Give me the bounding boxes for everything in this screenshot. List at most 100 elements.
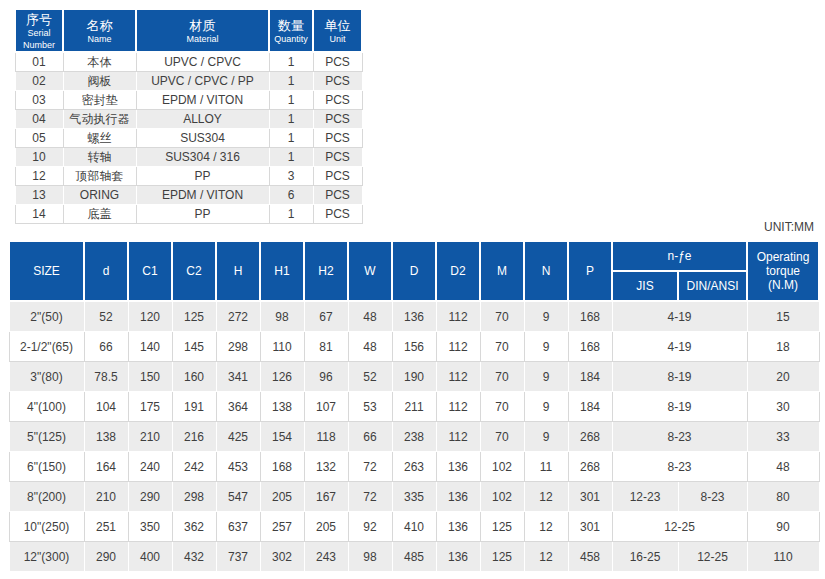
- header-label-zh: 单位: [314, 16, 361, 33]
- table-cell: 密封垫: [63, 91, 136, 110]
- table-cell: 9: [524, 362, 568, 392]
- table-cell: 110: [747, 542, 819, 572]
- table-cell: 167: [304, 482, 348, 512]
- table-cell: 168: [568, 301, 612, 332]
- table-cell: 11: [524, 452, 568, 482]
- table-cell: 9: [524, 422, 568, 452]
- table-cell: 302: [260, 542, 304, 572]
- table-cell: 132: [304, 452, 348, 482]
- table-row: 05螺丝SUS3041PCS: [15, 129, 362, 148]
- table-cell: 191: [172, 392, 216, 422]
- table-cell: PCS: [313, 186, 362, 205]
- table-cell: 125: [480, 512, 524, 542]
- table-cell: ORING: [63, 186, 136, 205]
- table-cell: 156: [392, 332, 436, 362]
- table-cell: 12: [524, 542, 568, 572]
- table-cell: 8"(200): [9, 482, 84, 512]
- col-header-unit: 单位 Unit: [313, 9, 362, 52]
- table-cell: 01: [15, 52, 63, 72]
- table-cell: 1: [269, 72, 313, 91]
- table-cell: 136: [436, 452, 480, 482]
- table-cell: UPVC / CPVC / PP: [136, 72, 269, 91]
- parts-table: 序号 Serial Number 名称 Name 材质 Material 数量 …: [14, 8, 363, 224]
- table-cell: 72: [348, 482, 392, 512]
- table-cell: 6"(150): [9, 452, 84, 482]
- table-cell: 112: [436, 392, 480, 422]
- table-cell: 70: [480, 392, 524, 422]
- table-cell: 12"(300): [9, 542, 84, 572]
- table-cell: 118: [304, 422, 348, 452]
- table-cell: PCS: [313, 148, 362, 167]
- col-header-material: 材质 Material: [136, 9, 269, 52]
- table-cell: 2"(50): [9, 301, 84, 332]
- table-cell: 底盖: [63, 205, 136, 224]
- table-row: 2-1/2"(65)661401452981108148156112709168…: [9, 332, 819, 362]
- table-cell: 阀板: [63, 72, 136, 91]
- table-cell: 03: [15, 91, 63, 110]
- table-cell: 298: [172, 482, 216, 512]
- table-row: 8"(200)210290298547205167723351361021230…: [9, 482, 819, 512]
- table-cell: 268: [568, 422, 612, 452]
- table-cell: PCS: [313, 129, 362, 148]
- col-header-d: d: [84, 241, 128, 301]
- col-header-serial-number: 序号 Serial Number: [15, 9, 63, 52]
- table-cell: 102: [480, 452, 524, 482]
- table-cell: 112: [436, 332, 480, 362]
- table-cell: 138: [260, 392, 304, 422]
- table-cell: 637: [216, 512, 260, 542]
- col-header-w: W: [348, 241, 392, 301]
- table-cell: 30: [747, 392, 819, 422]
- table-cell: PCS: [313, 91, 362, 110]
- unit-note: UNIT:MM: [764, 220, 814, 234]
- table-cell: 1: [269, 52, 313, 72]
- table-cell: 10: [15, 148, 63, 167]
- table-cell: 9: [524, 332, 568, 362]
- table-cell: 8-23: [612, 422, 747, 452]
- table-cell: 190: [392, 362, 436, 392]
- table-cell: 341: [216, 362, 260, 392]
- table-cell: 126: [260, 362, 304, 392]
- table-cell: 9: [524, 392, 568, 422]
- table-cell: 05: [15, 129, 63, 148]
- table-cell: 205: [260, 482, 304, 512]
- table-cell: 04: [15, 110, 63, 129]
- table-cell: 70: [480, 362, 524, 392]
- col-header-c1: C1: [128, 241, 172, 301]
- dimensions-table: SIZE d C1 C2 H H1 H2 W D D2 M N P n-ƒe O…: [8, 240, 820, 572]
- table-cell: 136: [392, 301, 436, 332]
- col-header-name: 名称 Name: [63, 9, 136, 52]
- table-cell: PP: [136, 167, 269, 186]
- table-cell: 737: [216, 542, 260, 572]
- table-cell: 410: [392, 512, 436, 542]
- table-cell: 98: [260, 301, 304, 332]
- table-cell: 48: [348, 332, 392, 362]
- col-header-jis: JIS: [612, 271, 678, 301]
- table-cell: 8-19: [612, 392, 747, 422]
- table-row: 03密封垫EPDM / VITON1PCS: [15, 91, 362, 110]
- table-row: 10"(250)25135036263725720592410136125123…: [9, 512, 819, 542]
- col-header-din-ansi: DIN/ANSI: [678, 271, 747, 301]
- table-cell: 211: [392, 392, 436, 422]
- table-cell: 154: [260, 422, 304, 452]
- col-header-c2: C2: [172, 241, 216, 301]
- table-row: 02阀板UPVC / CPVC / PP1PCS: [15, 72, 362, 91]
- table-cell: PP: [136, 205, 269, 224]
- table-cell: 1: [269, 148, 313, 167]
- col-header-d-cap: D: [392, 241, 436, 301]
- table-cell: 350: [128, 512, 172, 542]
- header-label-zh: 材质: [137, 16, 268, 33]
- table-row: 12"(300)29040043273730224398485136125124…: [9, 542, 819, 572]
- table-cell: 53: [348, 392, 392, 422]
- col-header-n: N: [524, 241, 568, 301]
- table-cell: 138: [84, 422, 128, 452]
- table-cell: PCS: [313, 205, 362, 224]
- table-cell: 70: [480, 422, 524, 452]
- table-row: 14底盖PP1PCS: [15, 205, 362, 224]
- table-cell: SUS304 / 316: [136, 148, 269, 167]
- table-cell: 400: [128, 542, 172, 572]
- table-row: 6"(150)164240242453168132722631361021126…: [9, 452, 819, 482]
- header-label-en: Name: [64, 33, 135, 45]
- table-cell: 92: [348, 512, 392, 542]
- table-cell: 顶部轴套: [63, 167, 136, 186]
- table-cell: 136: [436, 542, 480, 572]
